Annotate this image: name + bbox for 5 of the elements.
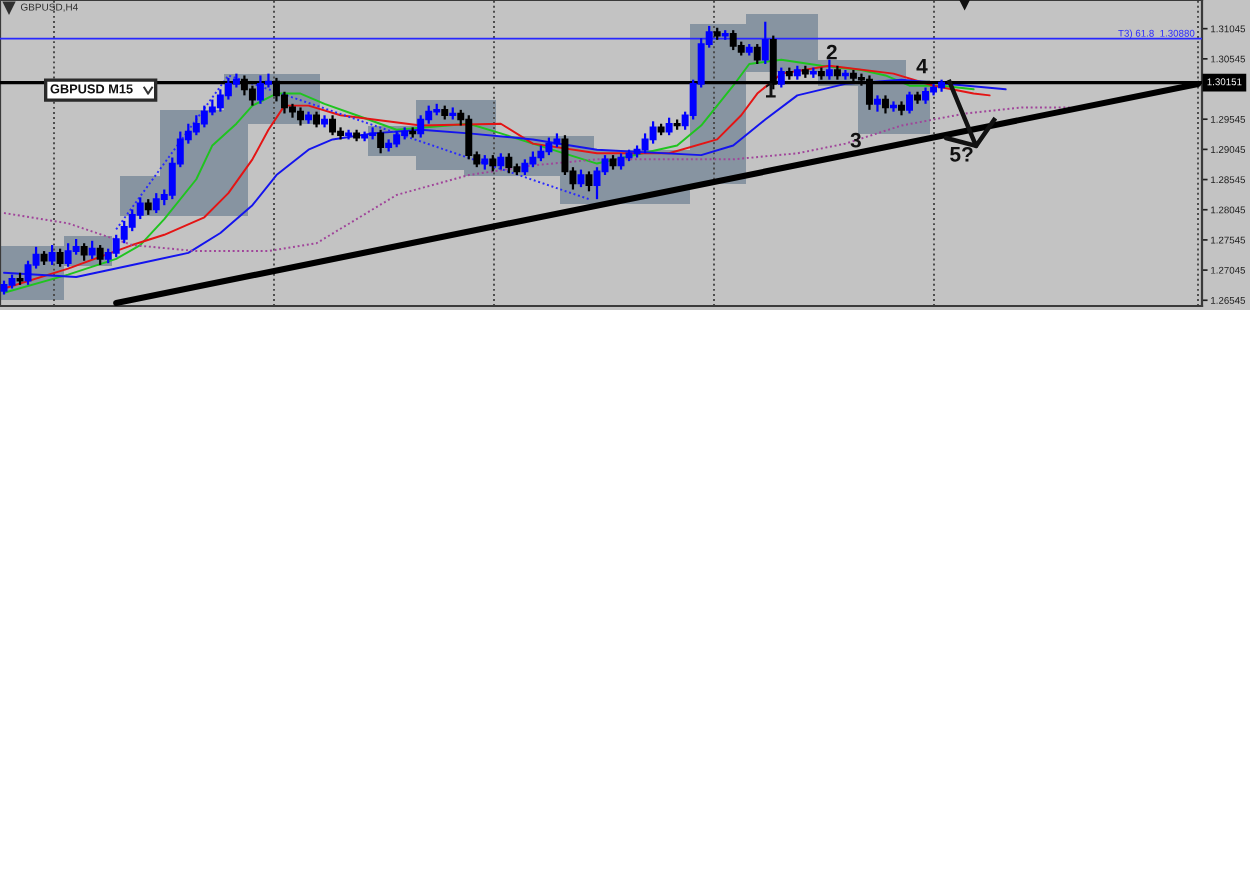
annotation: 2 bbox=[826, 44, 837, 60]
annotation: 5? bbox=[950, 146, 973, 162]
annotation: 4 bbox=[916, 58, 928, 74]
annotation: 1 bbox=[766, 83, 776, 98]
annotation: 3 bbox=[850, 132, 861, 148]
